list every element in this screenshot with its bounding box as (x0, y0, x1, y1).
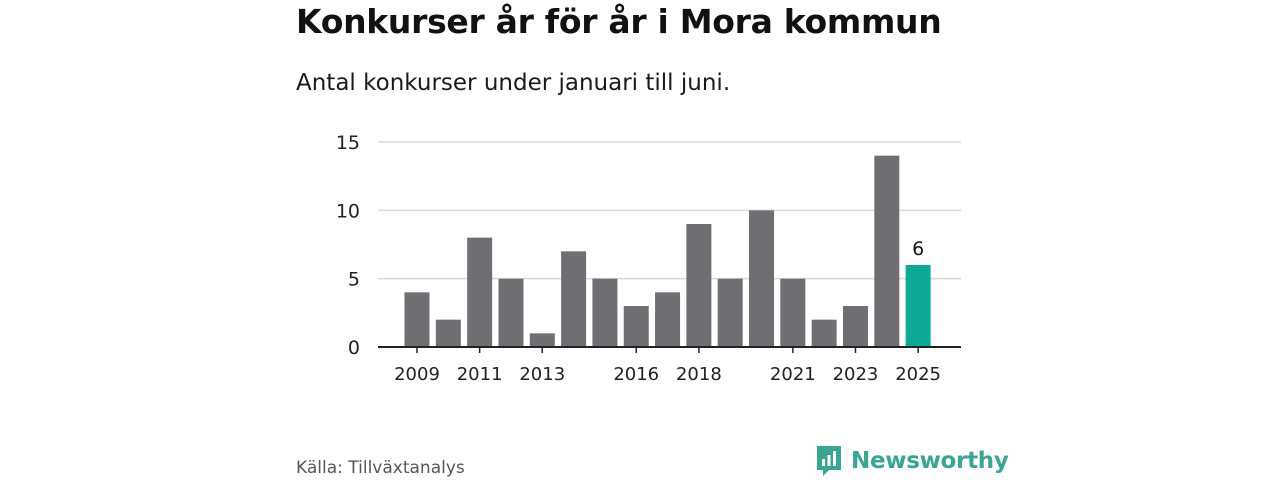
bar-2016 (623, 306, 649, 347)
x-tick-label: 2013 (519, 364, 565, 385)
bar-2015 (592, 278, 618, 347)
y-tick-label: 5 (348, 269, 360, 291)
newsworthy-logo-icon (817, 446, 841, 476)
x-tick-label: 2011 (457, 364, 503, 385)
x-tick-label: 2025 (895, 364, 941, 385)
bar-2010 (435, 319, 461, 347)
bar-2023 (842, 306, 868, 347)
bar-2018 (686, 224, 712, 347)
x-tick-label: 2016 (613, 364, 659, 385)
bar-2012 (498, 278, 524, 347)
bar-2021 (780, 278, 806, 347)
bar-2019 (717, 278, 743, 347)
chart-title: Konkurser år för år i Mora kommun (296, 2, 942, 41)
bar-2024 (874, 155, 900, 347)
bar-2017 (655, 292, 681, 347)
y-tick-label: 10 (336, 200, 360, 222)
x-tick-label: 2018 (676, 364, 722, 385)
brand-name: Newsworthy (851, 448, 1009, 474)
data-label: 6 (912, 238, 924, 260)
brand-logo: Newsworthy (815, 444, 1009, 478)
x-tick-label: 2021 (770, 364, 816, 385)
x-tick-label: 2009 (394, 364, 440, 385)
bar-2014 (561, 251, 587, 347)
source-note: Källa: Tillväxtanalys (296, 458, 465, 478)
y-tick-label: 15 (336, 132, 360, 154)
bar-2013 (529, 333, 555, 347)
bar-2009 (404, 292, 430, 347)
chart-subtitle: Antal konkurser under januari till juni. (296, 70, 731, 96)
bar-2022 (811, 319, 837, 347)
bar-2025 (905, 265, 931, 347)
bar-2020 (749, 210, 775, 347)
x-tick-label: 2023 (833, 364, 879, 385)
y-tick-label: 0 (348, 337, 360, 359)
bar-2011 (467, 237, 493, 347)
